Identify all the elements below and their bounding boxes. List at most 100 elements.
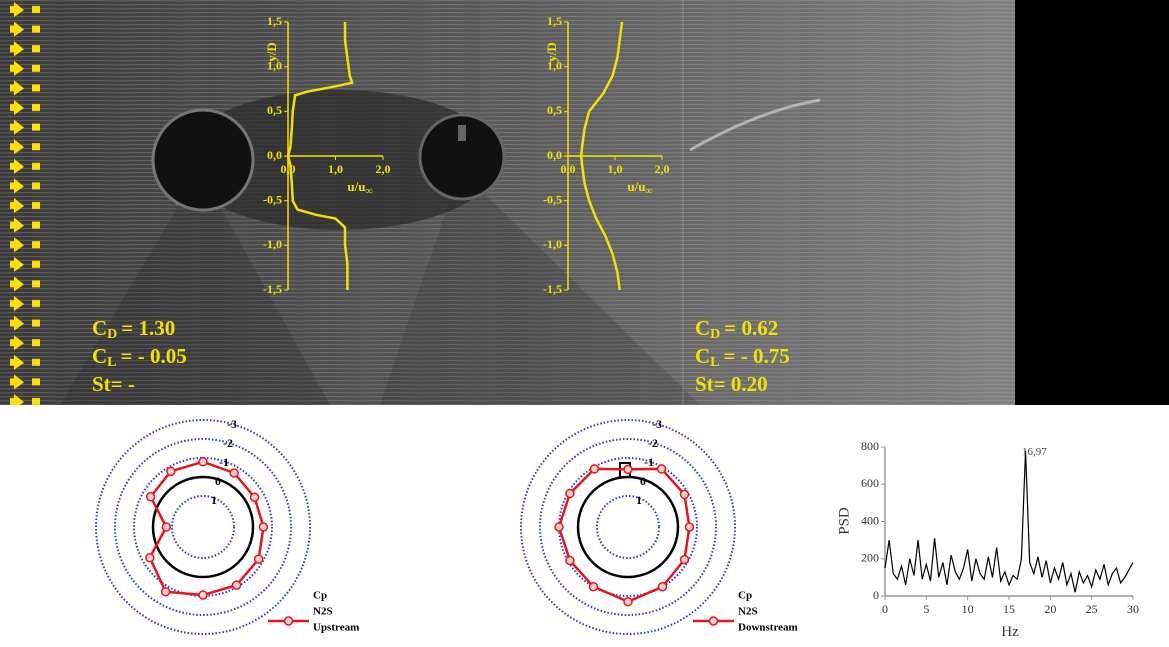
- radial-tick-label: 0: [640, 474, 646, 488]
- radial-grid-ring: [539, 438, 717, 616]
- annotation-symbol: C: [695, 316, 710, 340]
- y-tick-label: 1,5: [547, 14, 562, 28]
- annotation: CL = - 0.05: [92, 344, 187, 370]
- radial-grid-ring: [114, 438, 292, 616]
- shadow: [60, 170, 330, 405]
- x-axis-label-text: Hz: [1001, 624, 1019, 640]
- radar-point: [198, 457, 208, 467]
- x-tick-label: 20: [1044, 602, 1056, 616]
- data-line: [579, 21, 624, 291]
- radial-tick-label: -3: [227, 417, 237, 431]
- annotation-symbol: C: [695, 344, 710, 368]
- radar-point: [679, 554, 690, 565]
- y-tick-label: 400: [861, 513, 879, 527]
- legend-label: N2S: [738, 606, 758, 618]
- radial-tick-label: -2: [648, 436, 658, 450]
- radial-tick-label: -3: [652, 417, 662, 431]
- y-tick-label: 200: [861, 551, 879, 565]
- y-tick-label: 0,5: [267, 103, 282, 117]
- x-tick-label: 1,0: [328, 162, 343, 176]
- radial-grid-ring: [95, 419, 311, 635]
- shadow: [380, 170, 700, 405]
- x-tick-label: 2,0: [376, 162, 391, 176]
- radar-point: [258, 522, 269, 532]
- annotation-text: = 1.30: [121, 316, 175, 340]
- annotation-text: = - 0.05: [121, 344, 187, 368]
- flow-arrows: [10, 0, 40, 405]
- data-line: [884, 450, 1134, 593]
- legend-marker: [283, 616, 294, 626]
- y-axis-label: y/D: [264, 42, 279, 62]
- streaklines: [0, 0, 1015, 405]
- annotation: CD = 0.62: [695, 316, 778, 342]
- annotation-text: = - 0.75: [724, 344, 790, 368]
- x-tick-label: 0,0: [561, 162, 576, 176]
- radar-point: [166, 466, 176, 477]
- annotation-symbol: St= -: [92, 372, 135, 396]
- x-axis-label-sub: ∞: [365, 186, 372, 197]
- radar-point: [198, 590, 208, 600]
- y-tick-label: 0,0: [547, 148, 562, 162]
- annotation: St= -: [92, 372, 135, 396]
- legend-title: Cp: [313, 590, 327, 602]
- y-axis-label: PSD: [836, 507, 852, 535]
- radial-tick-label: 0: [215, 474, 221, 488]
- radial-tick-label: 1: [211, 493, 217, 507]
- radial-grid-ring: [558, 457, 698, 597]
- y-tick-label: -0,5: [543, 192, 562, 206]
- radial-grid-ring: [520, 419, 736, 635]
- annotation-sub: D: [710, 327, 720, 342]
- charts: -1,5 -1,0 -0,5 0,0 0,5 1,0 1,5 0,0 1,0 2,0 y/D u/u∞…: [92, 14, 1139, 641]
- x-tick-label: 0,0: [281, 162, 296, 176]
- x-tick-label: 30: [1127, 602, 1139, 616]
- radar-point: [589, 464, 600, 474]
- radar-point: [623, 596, 633, 607]
- y-tick-label: -1,0: [543, 237, 562, 251]
- radar-point: [145, 492, 156, 502]
- radial-tick-label: -1: [219, 455, 229, 469]
- radar-point: [554, 522, 564, 532]
- annotation-symbol: St= 0.20: [695, 372, 768, 396]
- radial-grid-ring: [576, 475, 680, 579]
- radar-point: [253, 554, 264, 564]
- y-tick-label: 800: [861, 439, 879, 453]
- annotation-sub: D: [107, 327, 117, 342]
- radial-tick-label: -2: [223, 436, 233, 450]
- y-tick-label: 1,0: [547, 58, 562, 72]
- y-tick-label: -1,5: [263, 282, 282, 296]
- data-line: [286, 22, 354, 290]
- y-tick-label: 1,5: [267, 14, 282, 28]
- annotation: 16,97: [1022, 446, 1047, 458]
- radar-point: [679, 489, 690, 500]
- radial-grid-ring: [133, 457, 273, 597]
- annotation: CL = - 0.75: [695, 344, 790, 370]
- annotation-symbol: C: [92, 316, 107, 340]
- x-tick-label: 0: [882, 602, 888, 616]
- upstream-cylinder: [151, 108, 255, 212]
- y-tick-label: 0: [873, 588, 879, 602]
- radar-point: [231, 580, 242, 590]
- radar-point: [657, 582, 668, 592]
- x-tick-label: 10: [962, 602, 974, 616]
- wake: [180, 90, 500, 230]
- x-axis-label: Hz: [1001, 624, 1019, 640]
- annotation-text: = 0.62: [724, 316, 778, 340]
- radar-point: [249, 492, 260, 502]
- annotation: CD = 1.30: [92, 316, 175, 342]
- annotation-symbol: C: [92, 344, 107, 368]
- radar-point: [229, 468, 239, 478]
- y-tick-label: 600: [861, 476, 879, 490]
- annotation-sub: L: [107, 355, 116, 370]
- x-axis-label: u/u∞: [347, 179, 372, 197]
- y-tick-label: -0,5: [263, 192, 282, 206]
- x-tick-label: 1,0: [608, 162, 623, 176]
- legend-marker: [708, 616, 719, 626]
- radial-grid-ring: [151, 475, 255, 579]
- radar-point: [588, 582, 599, 592]
- legend-title: Cp: [738, 590, 752, 602]
- radar-point: [684, 522, 695, 532]
- annotation: St= 0.20: [695, 372, 768, 396]
- radial-grid-ring: [596, 495, 660, 559]
- annotation-symbol: 16,97: [1022, 446, 1047, 458]
